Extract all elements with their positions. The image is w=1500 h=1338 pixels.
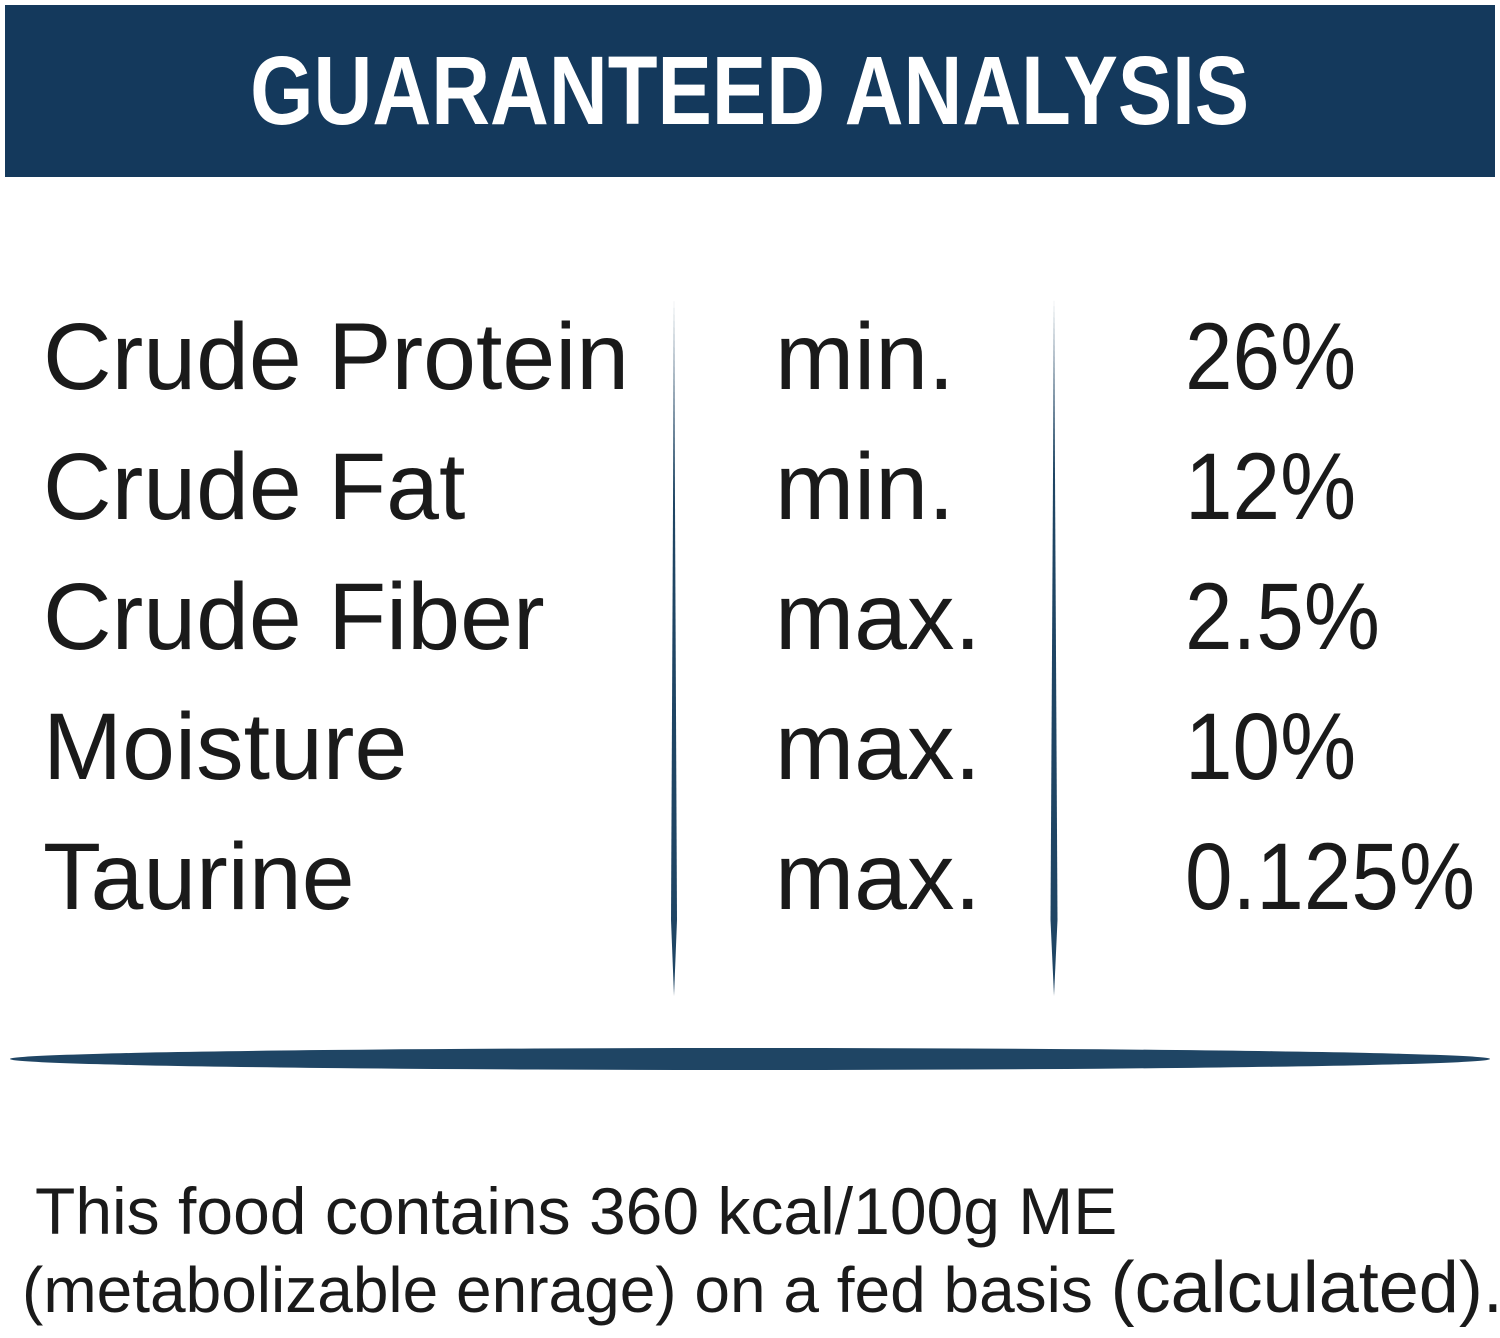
nutrient-label: Crude Fiber <box>43 564 545 670</box>
footer-line-2-calculated: (calculated). <box>1110 1248 1500 1328</box>
footer-line-1: This food contains 360 kcal/100g ME <box>35 1174 1118 1248</box>
table-row: Crude Protein min. 26% <box>0 310 1500 405</box>
value-label: 12% <box>1185 434 1357 540</box>
header-bar: GUARANTEED ANALYSIS <box>5 5 1495 177</box>
nutrient-label: Moisture <box>43 694 408 800</box>
nutrient-label: Taurine <box>43 824 355 930</box>
table-row: Crude Fiber max. 2.5% <box>0 570 1500 665</box>
table-row: Crude Fat min. 12% <box>0 440 1500 535</box>
qualifier-label: min. <box>775 304 955 410</box>
footer-line-2: (metabolizable enrage) on a fed basis (c… <box>22 1252 1500 1326</box>
table-row: Taurine max. 0.125% <box>0 830 1500 925</box>
page-title: GUARANTEED ANALYSIS <box>155 35 1344 147</box>
footer-line-2-text: (metabolizable enrage) on a fed basis <box>22 1254 1111 1326</box>
qualifier-label: max. <box>775 564 981 670</box>
nutrient-label: Crude Protein <box>43 304 630 410</box>
value-label: 0.125% <box>1185 824 1475 930</box>
value-label: 26% <box>1185 304 1357 410</box>
table-row: Moisture max. 10% <box>0 700 1500 795</box>
nutrient-label: Crude Fat <box>43 434 466 540</box>
value-label: 2.5% <box>1185 564 1380 670</box>
value-label: 10% <box>1185 694 1357 800</box>
qualifier-label: max. <box>775 694 981 800</box>
qualifier-label: min. <box>775 434 955 540</box>
qualifier-label: max. <box>775 824 981 930</box>
page-title-text: GUARANTEED ANALYSIS <box>250 36 1250 145</box>
